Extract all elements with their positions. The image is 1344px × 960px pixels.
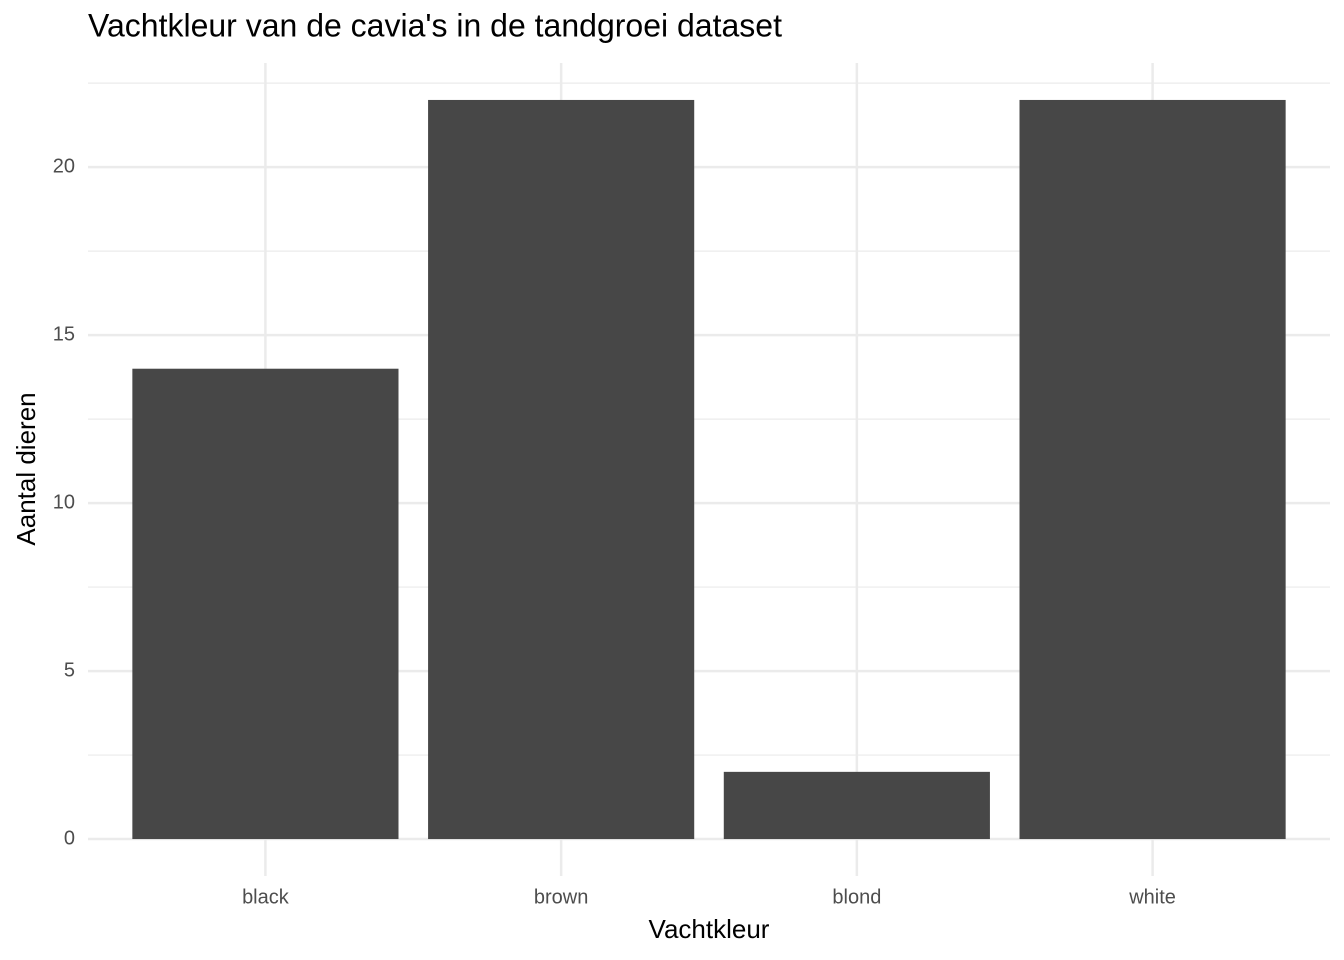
x-tick-label: blond (832, 886, 881, 908)
y-tick-label: 20 (53, 155, 75, 177)
y-tick-label: 15 (53, 323, 75, 345)
y-axis-label: Aantal dieren (11, 392, 41, 545)
x-tick-label: white (1128, 886, 1176, 908)
y-tick-label: 5 (64, 659, 75, 681)
bar (428, 99, 695, 840)
x-axis-label: Vachtkleur (649, 914, 770, 944)
x-tick-label: black (242, 886, 290, 908)
bar (723, 771, 990, 840)
bar (132, 368, 399, 840)
y-tick-label: 0 (64, 827, 75, 849)
y-tick-label: 10 (53, 491, 75, 513)
marks (132, 99, 1286, 840)
chart-title: Vachtkleur van de cavia's in de tandgroe… (88, 7, 782, 43)
x-tick-label: brown (534, 886, 588, 908)
bar (1019, 99, 1286, 840)
